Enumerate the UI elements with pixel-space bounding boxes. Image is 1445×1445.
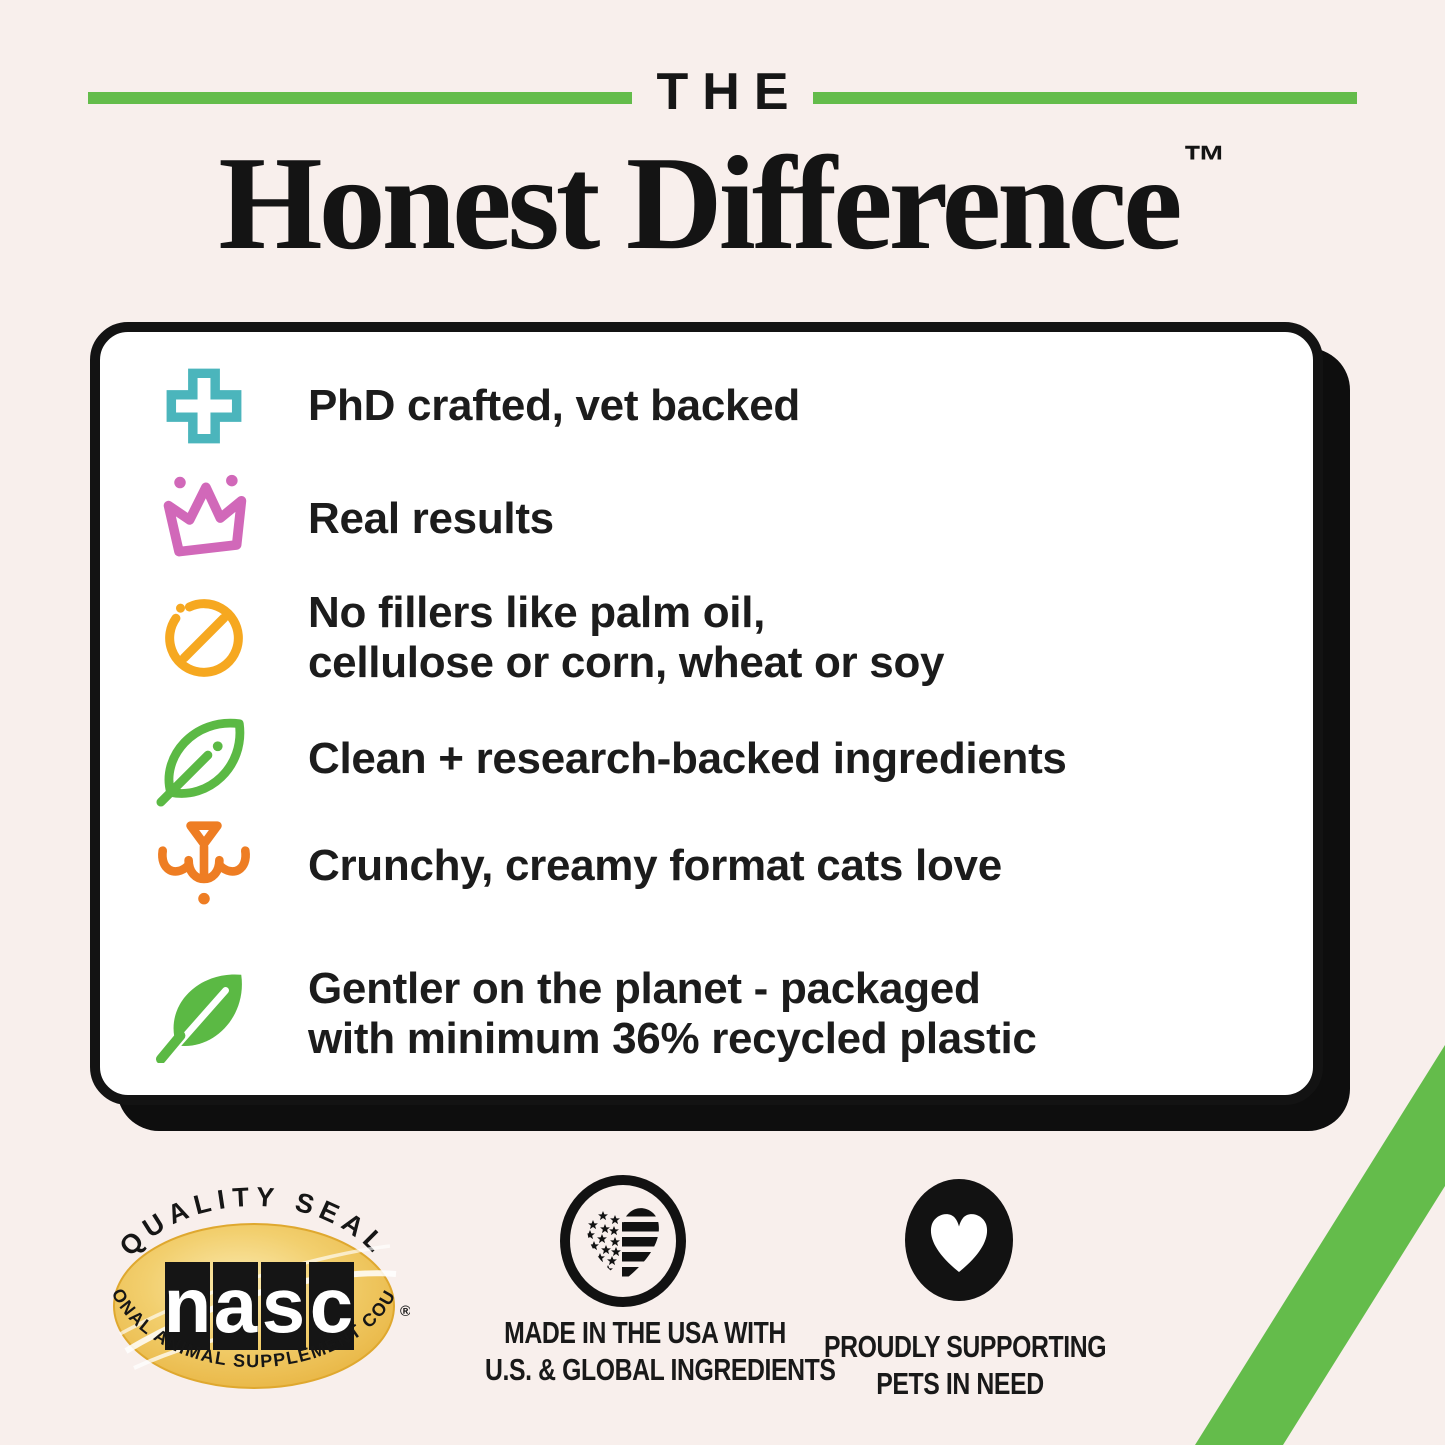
nasc-quality-seal: QUALITY SEAL n a s c NATIONAL ANIMAL SUP…: [98, 1166, 410, 1389]
benefit-row-phd-crafted: PhD crafted, vet backed: [152, 351, 1297, 461]
benefit-row-cats-love: Crunchy, creamy format cats love: [152, 811, 1297, 921]
benefit-text: Clean + research-backed ingredients: [308, 734, 1067, 783]
benefit-text: PhD crafted, vet backed: [308, 381, 800, 430]
heart-stars-stripes: [587, 1208, 659, 1277]
svg-text:a: a: [214, 1261, 258, 1349]
usa-caption: MADE IN THE USA WITH U.S. & GLOBAL INGRE…: [485, 1315, 836, 1387]
header-rule-right: [813, 92, 1357, 104]
benefits-card: PhD crafted, vet backed Real results: [90, 322, 1323, 1105]
svg-text:c: c: [310, 1261, 353, 1349]
usa-heart-flag-icon: [560, 1175, 686, 1307]
benefit-row-no-fillers: No fillers like palm oil, cellulose or c…: [152, 583, 1297, 693]
benefit-row-real-results: Real results: [152, 464, 1297, 574]
header-rule-left: [88, 92, 632, 104]
benefit-row-gentler-planet: Gentler on the planet - packaged with mi…: [152, 959, 1297, 1069]
benefit-row-clean-ingredients: Clean + research-backed ingredients: [152, 704, 1297, 814]
heart-icon: [905, 1179, 1013, 1301]
eyebrow-text: THE: [656, 63, 803, 121]
medical-cross-icon: [152, 354, 256, 458]
leaf-outline-icon: [152, 707, 256, 811]
crown-icon: [152, 467, 256, 571]
benefit-text: No fillers like palm oil, cellulose or c…: [308, 588, 945, 687]
cat-face-icon: [152, 814, 256, 918]
registered-symbol: ®: [400, 1303, 410, 1320]
svg-text:n: n: [164, 1261, 212, 1349]
benefit-text: Real results: [308, 494, 554, 543]
benefit-text: Crunchy, creamy format cats love: [308, 841, 1002, 890]
nasc-letter-tiles: n a s c: [164, 1261, 354, 1350]
page-title-text: Honest Difference: [218, 129, 1182, 277]
page-title: Honest Difference™: [0, 136, 1445, 270]
svg-text:s: s: [262, 1261, 305, 1349]
benefit-text: Gentler on the planet - packaged with mi…: [308, 964, 1037, 1063]
leaf-solid-icon: [152, 962, 256, 1066]
pets-caption: PROUDLY SUPPORTING PETS IN NEED: [824, 1329, 1107, 1401]
trademark-symbol: ™: [1182, 137, 1227, 186]
no-symbol-icon: [152, 586, 256, 690]
